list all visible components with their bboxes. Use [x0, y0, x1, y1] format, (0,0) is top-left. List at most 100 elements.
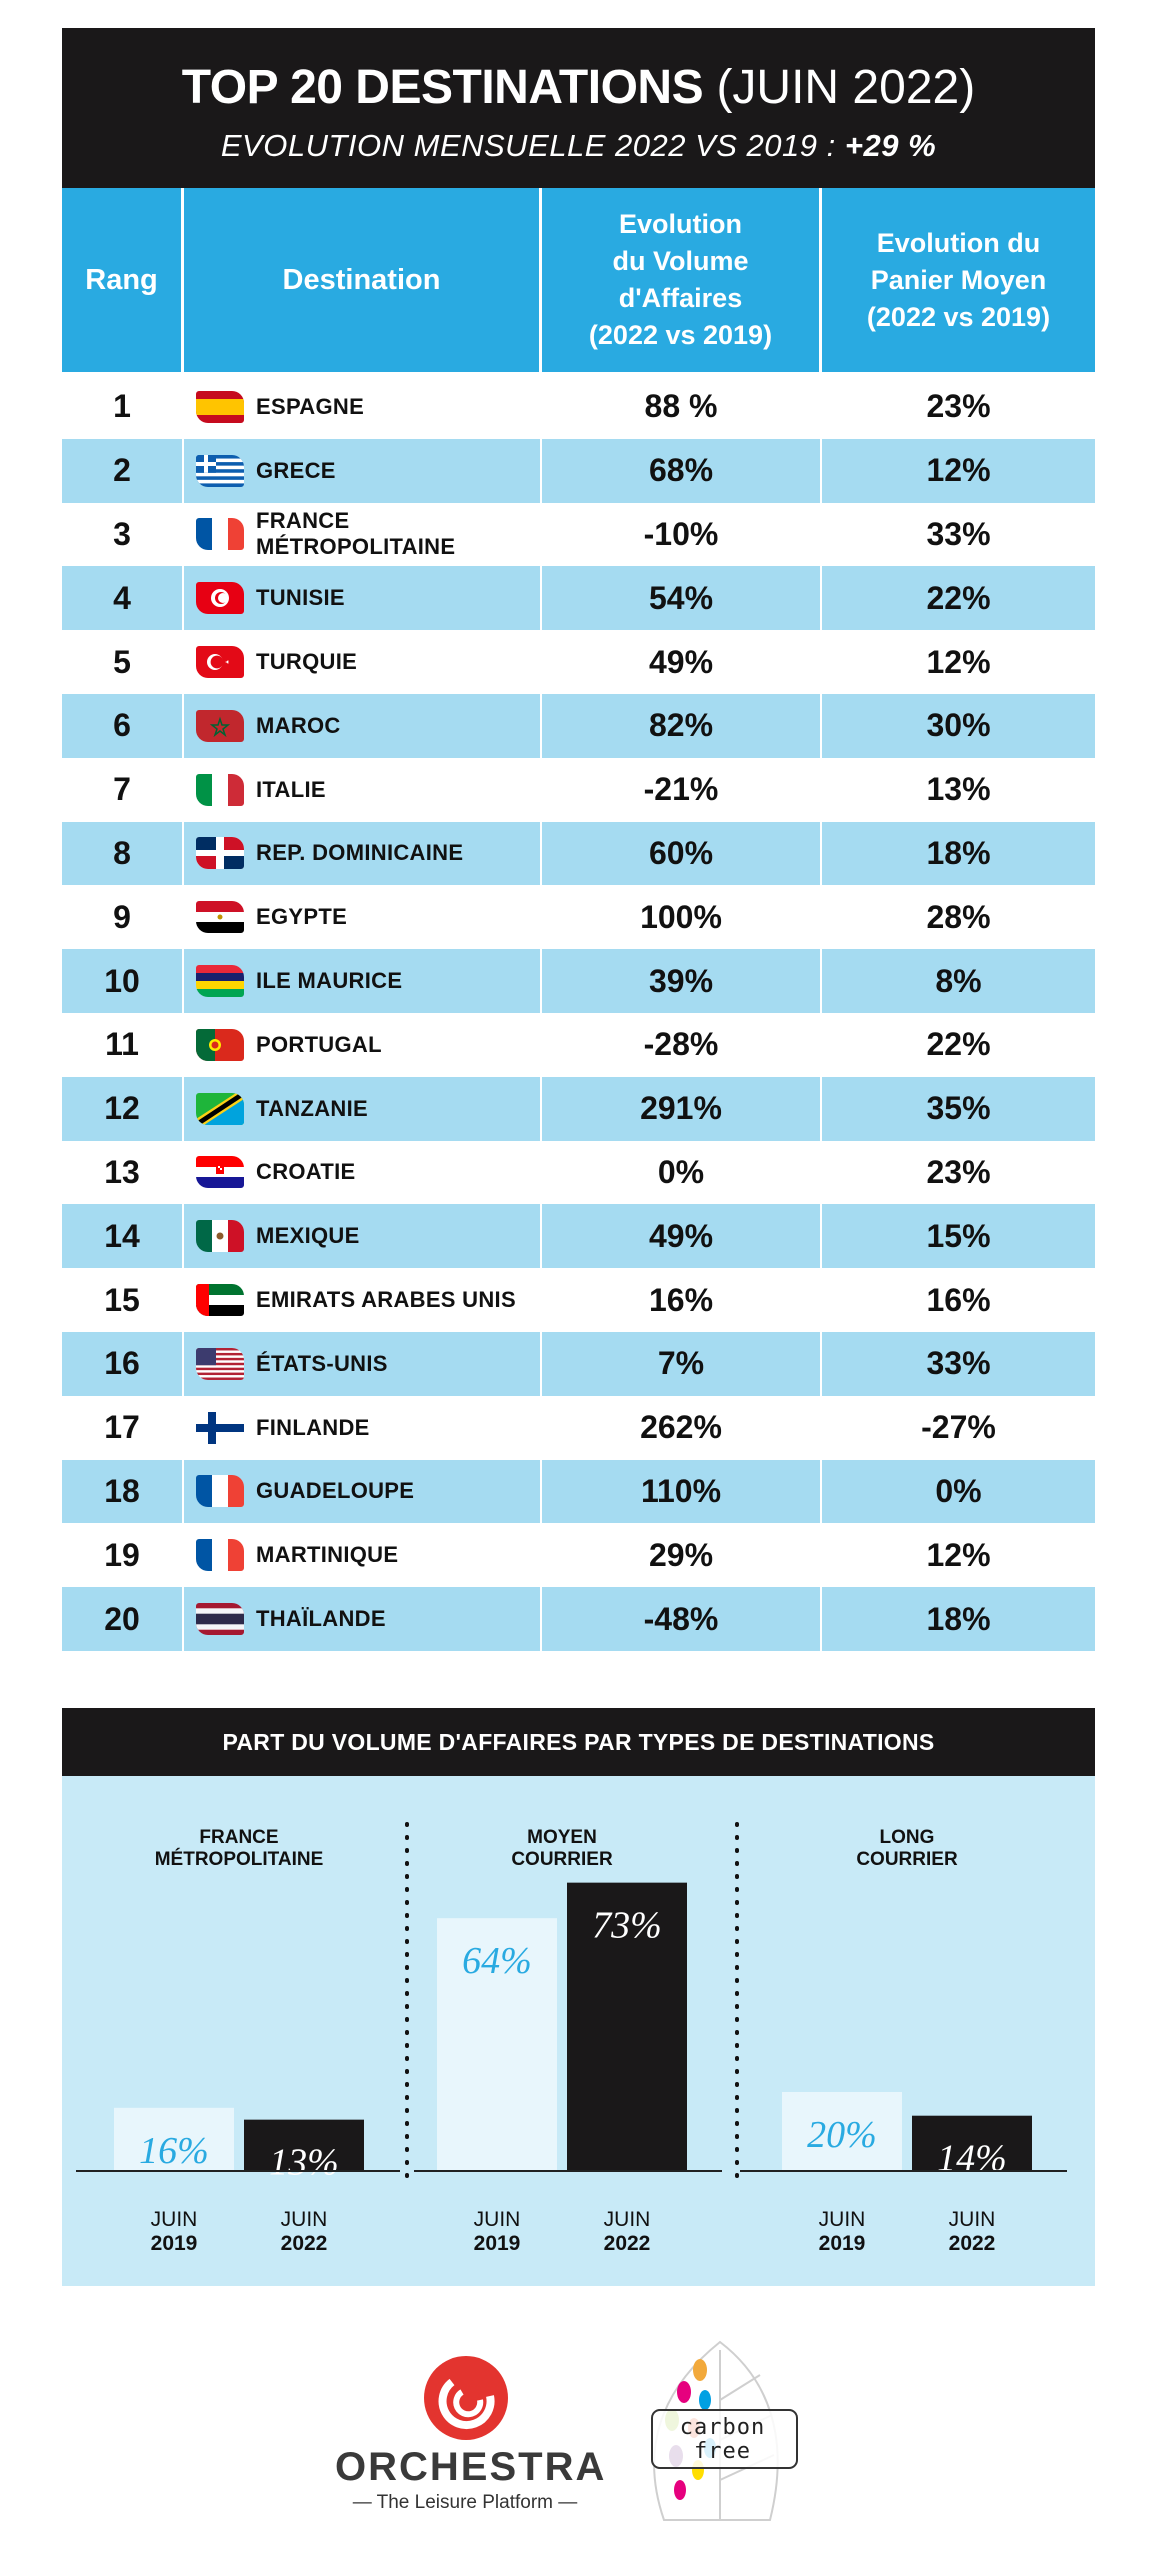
- volume-evolution-cell: 110%: [542, 1459, 822, 1524]
- bar-2019: [437, 1918, 557, 2171]
- bar-value-label: 73%: [592, 1905, 662, 1947]
- category-label: JUIN: [281, 2208, 328, 2231]
- logos-area: ORCHESTRA — The Leisure Platform — carbo…: [0, 2330, 1150, 2560]
- panier-evolution-cell: 22%: [926, 1026, 991, 1063]
- destination-cell: FINLANDE: [184, 1395, 542, 1460]
- panier-evolution-cell: 15%: [926, 1217, 991, 1254]
- header-volume: Evolution du Volume d'Affaires (2022 vs …: [542, 188, 822, 372]
- bar-2019: [114, 2107, 234, 2171]
- volume-evolution-cell: 262%: [542, 1395, 822, 1460]
- portugal-flag-icon: [196, 1028, 244, 1061]
- table-row: 15 EMIRATS ARABES UNIS 16% 16%: [62, 1268, 1095, 1332]
- destination-cell: TANZANIE: [184, 1076, 542, 1141]
- category-label: 2019: [819, 2232, 866, 2255]
- volume-evolution-cell: 100%: [542, 885, 822, 950]
- rank-cell: 14: [62, 1204, 184, 1269]
- panier-evolution-cell: 8%: [935, 962, 982, 999]
- destination-cell: FRANCE MÉTROPOLITAINE: [184, 502, 542, 567]
- volume-evolution-cell: -10%: [542, 502, 822, 567]
- volume-evolution-cell: -21%: [542, 757, 822, 822]
- group-title: MÉTROPOLITAINE: [155, 1848, 324, 1870]
- volume-evolution-cell: 39%: [542, 949, 822, 1013]
- destination-name: ÉTATS-UNIS: [256, 1350, 388, 1376]
- orchestra-tagline: — The Leisure Platform —: [352, 2492, 578, 2513]
- category-label: 2022: [281, 2232, 328, 2255]
- table-row: 3 FRANCE MÉTROPOLITAINE -10% 33%: [62, 502, 1095, 567]
- category-label: JUIN: [949, 2208, 996, 2231]
- table-body: 1 ESPAGNE 88 % 23% 2 GRECE 68% 12% 3 FRANCE MÉTRO…: [62, 375, 1095, 1651]
- destination-name: EGYPTE: [256, 904, 348, 930]
- panier-evolution-cell: 33%: [926, 1345, 991, 1382]
- destination-name: THAÏLANDE: [256, 1606, 386, 1632]
- panier-evolution-cell: 30%: [926, 707, 991, 744]
- rank-cell: 13: [62, 1140, 184, 1205]
- bar-value-label: 64%: [462, 1940, 532, 1982]
- destination-cell: ESPAGNE: [184, 375, 542, 439]
- rank-cell: 10: [62, 949, 184, 1013]
- volume-evolution-cell: 88 %: [542, 375, 822, 439]
- header-volume-line: du Volume: [612, 246, 749, 276]
- destination-name: REP. DOMINICAINE: [256, 840, 464, 866]
- france-flag-icon: [196, 1475, 244, 1508]
- group-title: COURRIER: [856, 1849, 958, 1870]
- bar-2022: [567, 1882, 687, 2171]
- destination-cell: TURQUIE: [184, 630, 542, 694]
- destination-name: ILE MAURICE: [256, 968, 403, 994]
- table-row: 2 GRECE 68% 12%: [62, 438, 1095, 503]
- destination-name: ESPAGNE: [256, 393, 365, 419]
- free-word: free: [694, 2439, 751, 2464]
- volume-evolution-cell: 291%: [542, 1076, 822, 1141]
- bar-value-label: 16%: [139, 2130, 209, 2172]
- page-subtitle: EVOLUTION MENSUELLE 2022 VS 2019 : +29 %: [62, 126, 1095, 166]
- destination-name: FRANCE MÉTROPOLITAINE: [256, 508, 456, 560]
- destination-name: ITALIE: [256, 776, 326, 802]
- bar-value-label: 13%: [269, 2142, 339, 2184]
- rank-cell: 17: [62, 1395, 184, 1460]
- destination-name: EMIRATS ARABES UNIS: [256, 1287, 516, 1313]
- destination-name: GUADELOUPE: [256, 1478, 415, 1504]
- greece-flag-icon: [196, 454, 244, 487]
- thailand-flag-icon: [196, 1603, 244, 1636]
- table-row: 17 FINLANDE 262% -27%: [62, 1395, 1095, 1460]
- rank-cell: 4: [62, 566, 184, 631]
- group-title: MOYEN: [527, 1827, 597, 1848]
- rank-cell: 8: [62, 821, 184, 886]
- destination-name: TUNISIE: [256, 585, 345, 611]
- panier-evolution-cell: 33%: [926, 515, 991, 552]
- panier-evolution-cell: 18%: [926, 1600, 991, 1637]
- panier-evolution-cell: 22%: [926, 579, 991, 616]
- category-label: 2019: [151, 2232, 198, 2255]
- table-row: 18 GUADELOUPE 110% 0%: [62, 1459, 1095, 1524]
- orchestra-logo-icon: [424, 2356, 508, 2440]
- rank-cell: 20: [62, 1587, 184, 1651]
- rank-cell: 9: [62, 885, 184, 950]
- destination-name: MEXIQUE: [256, 1223, 360, 1249]
- table-row: 10 ILE MAURICE 39% 8%: [62, 949, 1095, 1013]
- destination-cell: REP. DOMINICAINE: [184, 821, 542, 886]
- destination-cell: TUNISIE: [184, 566, 542, 631]
- table-row: 19 MARTINIQUE 29% 12%: [62, 1523, 1095, 1588]
- bar-chart: FRANCEMÉTROPOLITAINE16%JUIN201913%JUIN20…: [76, 1822, 1067, 2255]
- panier-evolution-cell: -27%: [921, 1409, 996, 1446]
- destination-name: TURQUIE: [256, 649, 358, 675]
- group-title: COURRIER: [511, 1849, 613, 1870]
- panier-evolution-cell: 12%: [926, 1536, 991, 1573]
- egypt-flag-icon: [196, 901, 244, 934]
- table-header: Rang Destination Evolution du Volume d'A…: [62, 188, 1095, 372]
- title-bold: TOP 20 DESTINATIONS: [181, 61, 704, 114]
- group-title: FRANCE: [199, 1827, 278, 1848]
- title-date: (JUIN 2022): [716, 61, 976, 114]
- table-row: 16 ÉTATS-UNIS 7% 33%: [62, 1331, 1095, 1396]
- panier-evolution-cell: 28%: [926, 898, 991, 935]
- bar-2022: [244, 2119, 364, 2171]
- destination-cell: ILE MAURICE: [184, 949, 542, 1013]
- destination-name: MARTINIQUE: [256, 1542, 399, 1568]
- volume-evolution-cell: 82%: [542, 693, 822, 758]
- carbon-free-leaf-icon: [651, 2340, 798, 2521]
- header-volume-line: (2022 vs 2019): [588, 320, 773, 350]
- table-row: 6 MAROC 82% 30%: [62, 693, 1095, 758]
- panier-evolution-cell: 12%: [926, 643, 991, 680]
- carbon-free-text: carbon free: [650, 2416, 795, 2464]
- finland-flag-icon: [196, 1411, 244, 1444]
- page-header: TOP 20 DESTINATIONS (JUIN 2022) EVOLUTIO…: [62, 28, 1095, 188]
